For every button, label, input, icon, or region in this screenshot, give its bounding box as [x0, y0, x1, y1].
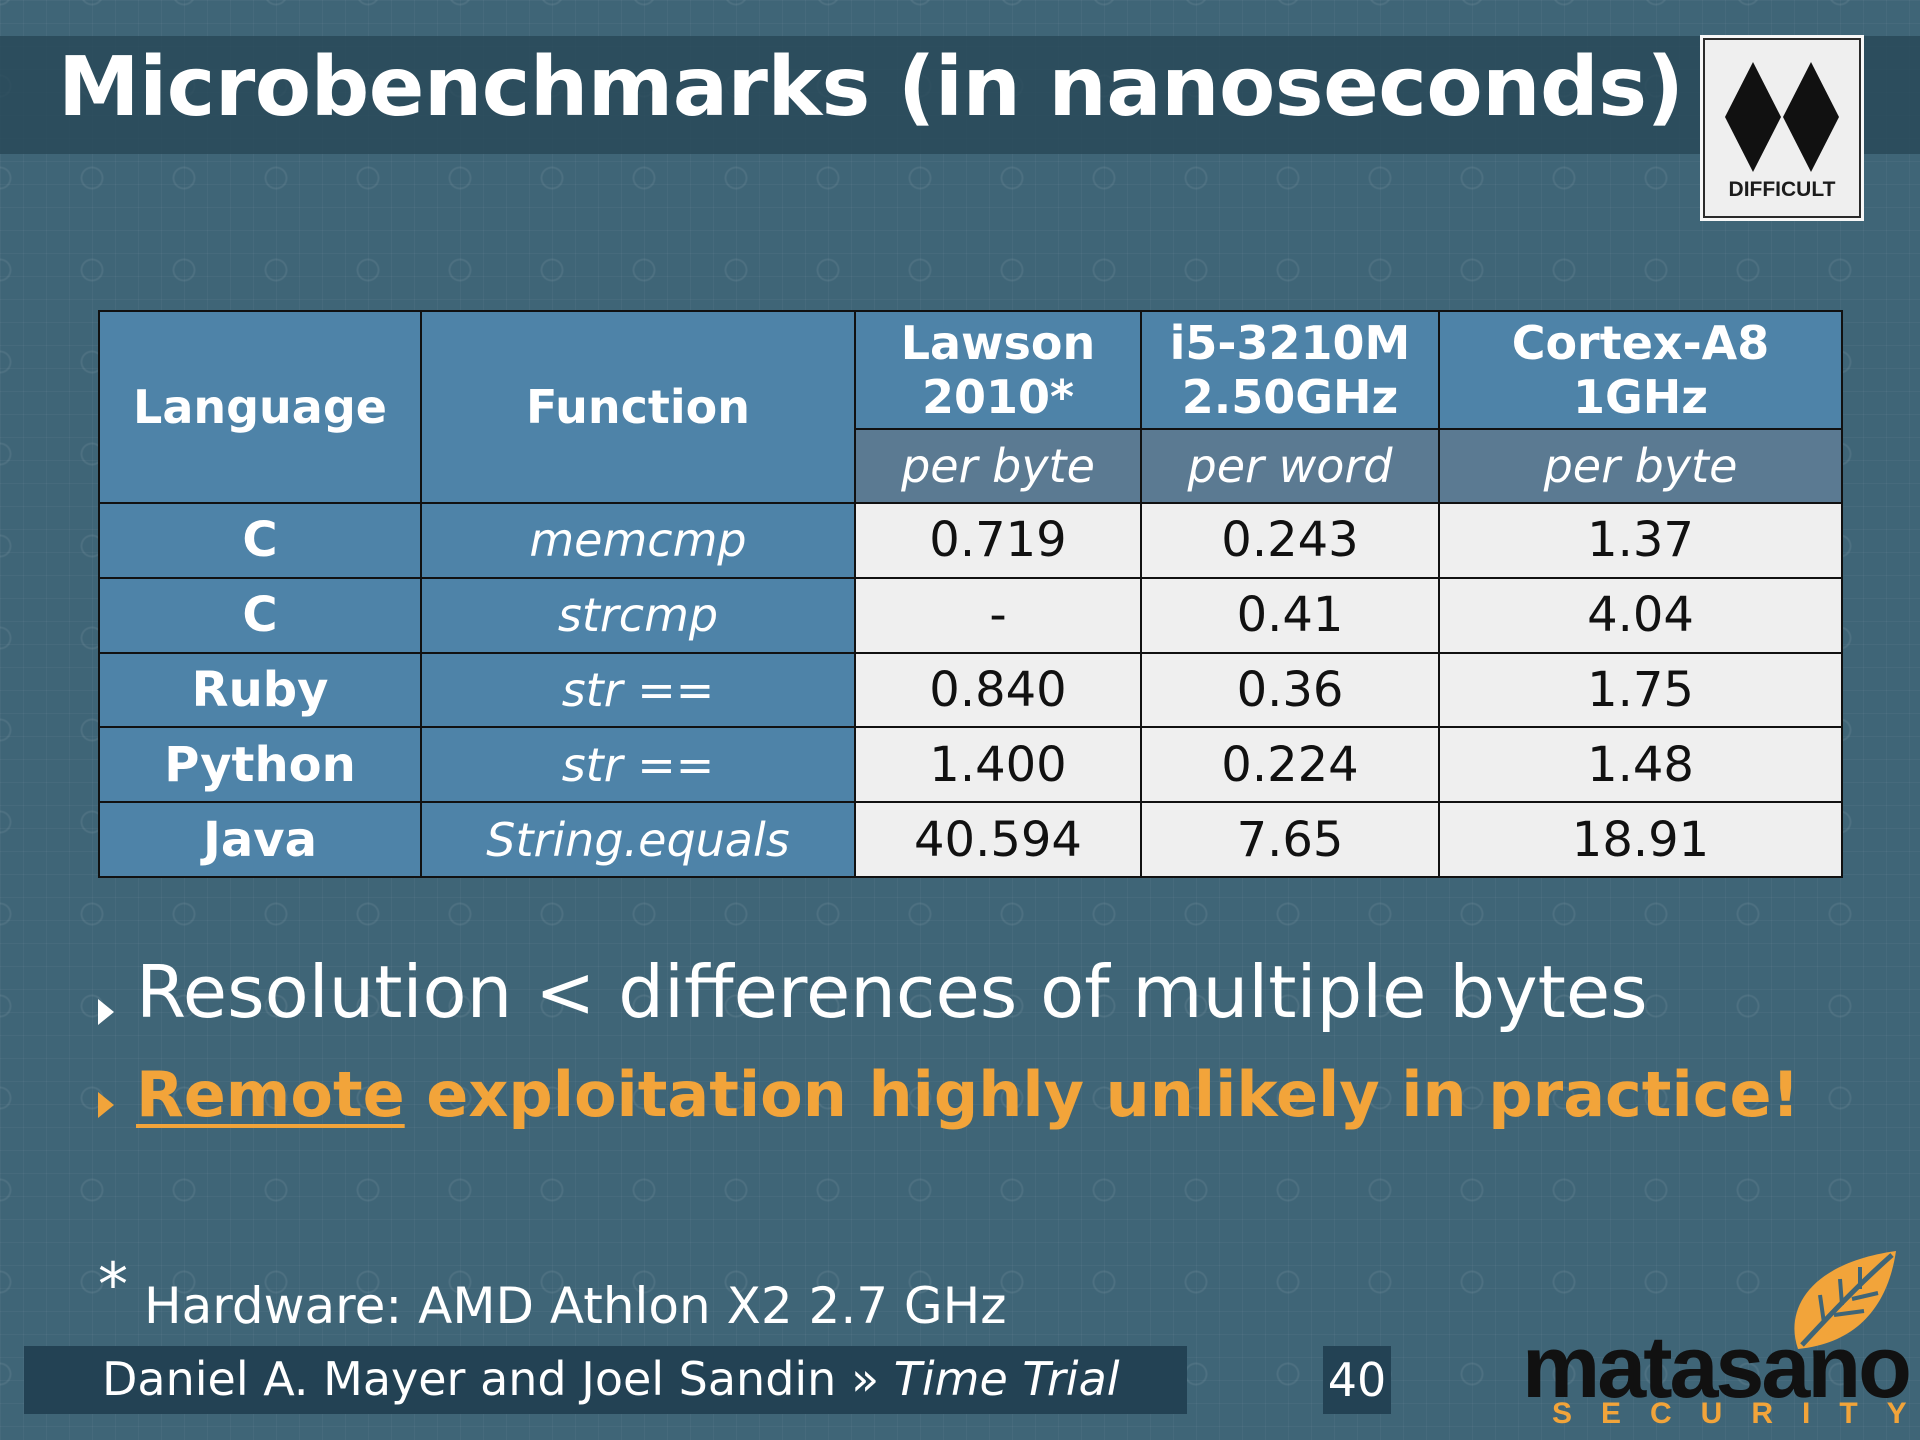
footer-authors: Daniel A. Mayer and Joel Sandin » Time T…: [102, 1352, 1120, 1406]
value-cell: 0.719: [854, 502, 1142, 579]
function-cell: str ==: [420, 651, 856, 729]
language-cell: Ruby: [98, 651, 422, 729]
unit-cortex: per byte: [1438, 428, 1843, 504]
language-cell: Python: [98, 726, 422, 804]
difficulty-badge: DIFFICULT: [1700, 35, 1864, 221]
header-i5-line1: i5-3210M: [1169, 316, 1411, 370]
bullet-remote-exploitation: Remote exploitation highly unlikely in p…: [98, 1058, 1800, 1131]
badge-label: DIFFICULT: [1728, 178, 1836, 201]
value-cell: -: [854, 576, 1142, 654]
header-cortex: Cortex-A8 1GHz: [1438, 310, 1843, 430]
unit-i5: per word: [1140, 428, 1440, 504]
header-i5-line2: 2.50GHz: [1181, 370, 1399, 424]
benchmark-table: Language Function Lawson 2010* i5-3210M 2.…: [98, 310, 1843, 878]
bullet-remote-text: exploitation highly unlikely in practice…: [404, 1058, 1800, 1131]
header-lawson-line2: 2010*: [921, 370, 1075, 424]
footer-separator: »: [850, 1352, 880, 1406]
title-bar: [0, 36, 1920, 154]
function-cell: String.equals: [420, 801, 856, 878]
bullet-arrow-icon: [98, 1092, 114, 1118]
table-row: C strcmp - 0.41 4.04: [98, 576, 1843, 654]
value-cell: 0.41: [1140, 576, 1440, 654]
value-cell: 1.48: [1438, 726, 1843, 804]
header-function: Function: [420, 310, 856, 504]
matasano-logo-word: matasano: [1522, 1317, 1912, 1416]
value-cell: 7.65: [1140, 801, 1440, 878]
value-cell: 18.91: [1438, 801, 1843, 878]
bullet-resolution-text: Resolution < differences of multiple byt…: [136, 950, 1648, 1034]
leaf-icon: [1794, 1251, 1896, 1349]
language-cell: C: [98, 502, 422, 579]
header-cortex-line1: Cortex-A8: [1511, 316, 1770, 370]
value-cell: 40.594: [854, 801, 1142, 878]
value-cell: 4.04: [1438, 576, 1843, 654]
header-cortex-line2: 1GHz: [1572, 370, 1709, 424]
double-black-diamond-icon: [1725, 62, 1839, 172]
header-lawson-line1: Lawson: [900, 316, 1096, 370]
bullet-resolution: Resolution < differences of multiple byt…: [98, 950, 1648, 1034]
unit-lawson: per byte: [854, 428, 1142, 504]
hardware-footnote: * Hardware: AMD Athlon X2 2.7 GHz: [98, 1250, 1007, 1335]
slide-title: Microbenchmarks (in nanoseconds): [58, 40, 1684, 135]
page-number: 40: [1323, 1346, 1391, 1414]
value-cell: 0.243: [1140, 502, 1440, 579]
language-cell: C: [98, 576, 422, 654]
value-cell: 1.400: [854, 726, 1142, 804]
language-cell: Java: [98, 801, 422, 878]
footnote-marker: *: [98, 1250, 128, 1320]
header-i5: i5-3210M 2.50GHz: [1140, 310, 1440, 430]
value-cell: 1.37: [1438, 502, 1843, 579]
function-cell: strcmp: [420, 576, 856, 654]
table-row: Ruby str == 0.840 0.36 1.75: [98, 651, 1843, 729]
value-cell: 0.224: [1140, 726, 1440, 804]
table-row: C memcmp 0.719 0.243 1.37: [98, 502, 1843, 579]
authors-names: Daniel A. Mayer and Joel Sandin: [102, 1352, 837, 1406]
table-row: Python str == 1.400 0.224 1.48: [98, 726, 1843, 804]
function-cell: memcmp: [420, 502, 856, 579]
footnote-text: Hardware: AMD Athlon X2 2.7 GHz: [144, 1277, 1007, 1335]
talk-title: Time Trial: [893, 1352, 1120, 1406]
footer-bar: [24, 1346, 1187, 1414]
header-language: Language: [98, 310, 422, 504]
header-lawson: Lawson 2010*: [854, 310, 1142, 430]
function-cell: str ==: [420, 726, 856, 804]
bullet-arrow-icon: [98, 999, 114, 1025]
value-cell: 0.840: [854, 651, 1142, 729]
value-cell: 0.36: [1140, 651, 1440, 729]
matasano-logo-sub: SECURITY: [1552, 1397, 1920, 1430]
table-row: Java String.equals 40.594 7.65 18.91: [98, 801, 1843, 878]
value-cell: 1.75: [1438, 651, 1843, 729]
bullet-remote-underlined: Remote: [136, 1058, 405, 1131]
